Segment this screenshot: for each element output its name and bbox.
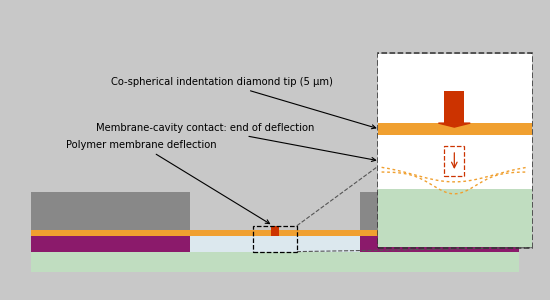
Bar: [253, 226, 297, 252]
Bar: [360, 192, 519, 230]
Polygon shape: [438, 123, 470, 127]
Bar: [31, 230, 519, 236]
Bar: [378, 54, 531, 247]
Bar: [444, 146, 464, 176]
Bar: [31, 252, 519, 272]
Bar: [378, 123, 532, 135]
Bar: [378, 53, 532, 248]
Text: Polymer membrane deflection: Polymer membrane deflection: [66, 140, 270, 224]
Bar: [360, 236, 519, 252]
Bar: [31, 192, 190, 230]
Bar: [31, 236, 190, 252]
Text: Co-spherical indentation diamond tip (5 μm): Co-spherical indentation diamond tip (5 …: [111, 77, 376, 129]
Bar: [378, 189, 531, 247]
Bar: [444, 91, 464, 123]
Bar: [271, 226, 279, 236]
Text: Membrane-cavity contact: end of deflection: Membrane-cavity contact: end of deflecti…: [96, 123, 376, 161]
Bar: [190, 236, 360, 252]
Bar: [378, 135, 531, 189]
